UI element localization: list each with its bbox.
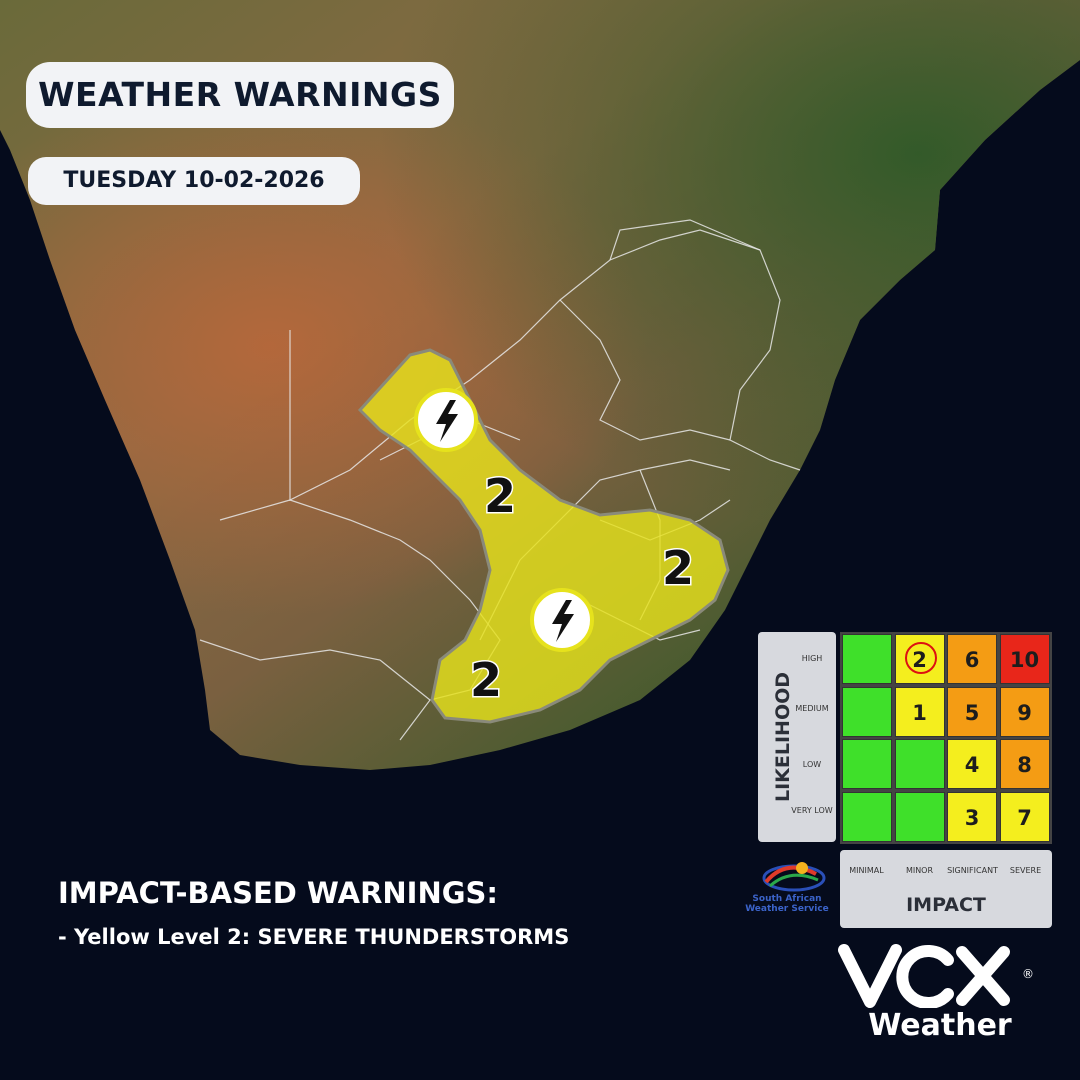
matrix-cell: 5 [947, 686, 997, 737]
saws-name: South African Weather Service [745, 894, 829, 914]
matrix-cell [842, 739, 892, 789]
warning-level-label: 2 [662, 541, 694, 595]
risk-grid: 2 6 10 1 5 9 4 8 3 7 [840, 632, 1052, 844]
impact-level: MINOR [905, 866, 934, 875]
matrix-cell: 3 [947, 791, 997, 842]
vox-subtitle: Weather [868, 1008, 1012, 1043]
matrix-cell: 10 [999, 634, 1050, 684]
impact-title: IMPACT [906, 894, 986, 916]
matrix-cell [894, 739, 945, 789]
likelihood-level: VERY LOW [791, 806, 833, 815]
impact-level: MINIMAL [849, 866, 884, 875]
likelihood-level: MEDIUM [795, 704, 829, 713]
matrix-cell: 4 [947, 739, 997, 789]
saws-logo: South African Weather Service [742, 852, 832, 922]
likelihood-level: LOW [802, 760, 822, 769]
matrix-cell: 6 [947, 634, 997, 684]
highlight-ring [904, 642, 937, 674]
matrix-cell: 2 [894, 634, 945, 684]
matrix-cell: 8 [999, 739, 1050, 789]
date-badge: TUESDAY 10-02-2026 [28, 157, 360, 205]
impact-axis: MINIMAL MINOR SIGNIFICANT SEVERE IMPACT [840, 850, 1052, 928]
likelihood-axis: LIKELIHOOD HIGH MEDIUM LOW VERY LOW [758, 632, 836, 842]
matrix-cell: 1 [894, 686, 945, 737]
matrix-cell [842, 634, 892, 684]
registered-mark: ® [1022, 967, 1034, 981]
matrix-cell: 9 [999, 686, 1050, 737]
page-title: WEATHER WARNINGS [26, 62, 454, 128]
matrix-cell [842, 686, 892, 737]
likelihood-title: LIKELIHOOD [772, 671, 794, 803]
lightning-icon [530, 588, 594, 652]
likelihood-level: HIGH [801, 654, 823, 663]
impact-likelihood-matrix: LIKELIHOOD HIGH MEDIUM LOW VERY LOW 2 6 10… [758, 632, 1052, 928]
legend-heading: IMPACT-BASED WARNINGS: [58, 876, 499, 910]
legend-item: - Yellow Level 2: SEVERE THUNDERSTORMS [58, 925, 570, 949]
matrix-cell [842, 791, 892, 842]
vox-logo-icon: ® [838, 944, 1034, 1009]
matrix-cell [894, 791, 945, 842]
matrix-cell: 7 [999, 791, 1050, 842]
warning-level-label: 2 [484, 469, 516, 523]
warning-level-label: 2 [470, 653, 502, 707]
lightning-icon [414, 388, 478, 452]
vox-weather-logo: ® Weather [836, 944, 1036, 1048]
impact-level: SIGNIFICANT [947, 866, 998, 875]
saws-emblem-icon [762, 862, 826, 892]
impact-level: SEVERE [1009, 866, 1042, 875]
matrix-cell-value: 2 [912, 648, 927, 672]
